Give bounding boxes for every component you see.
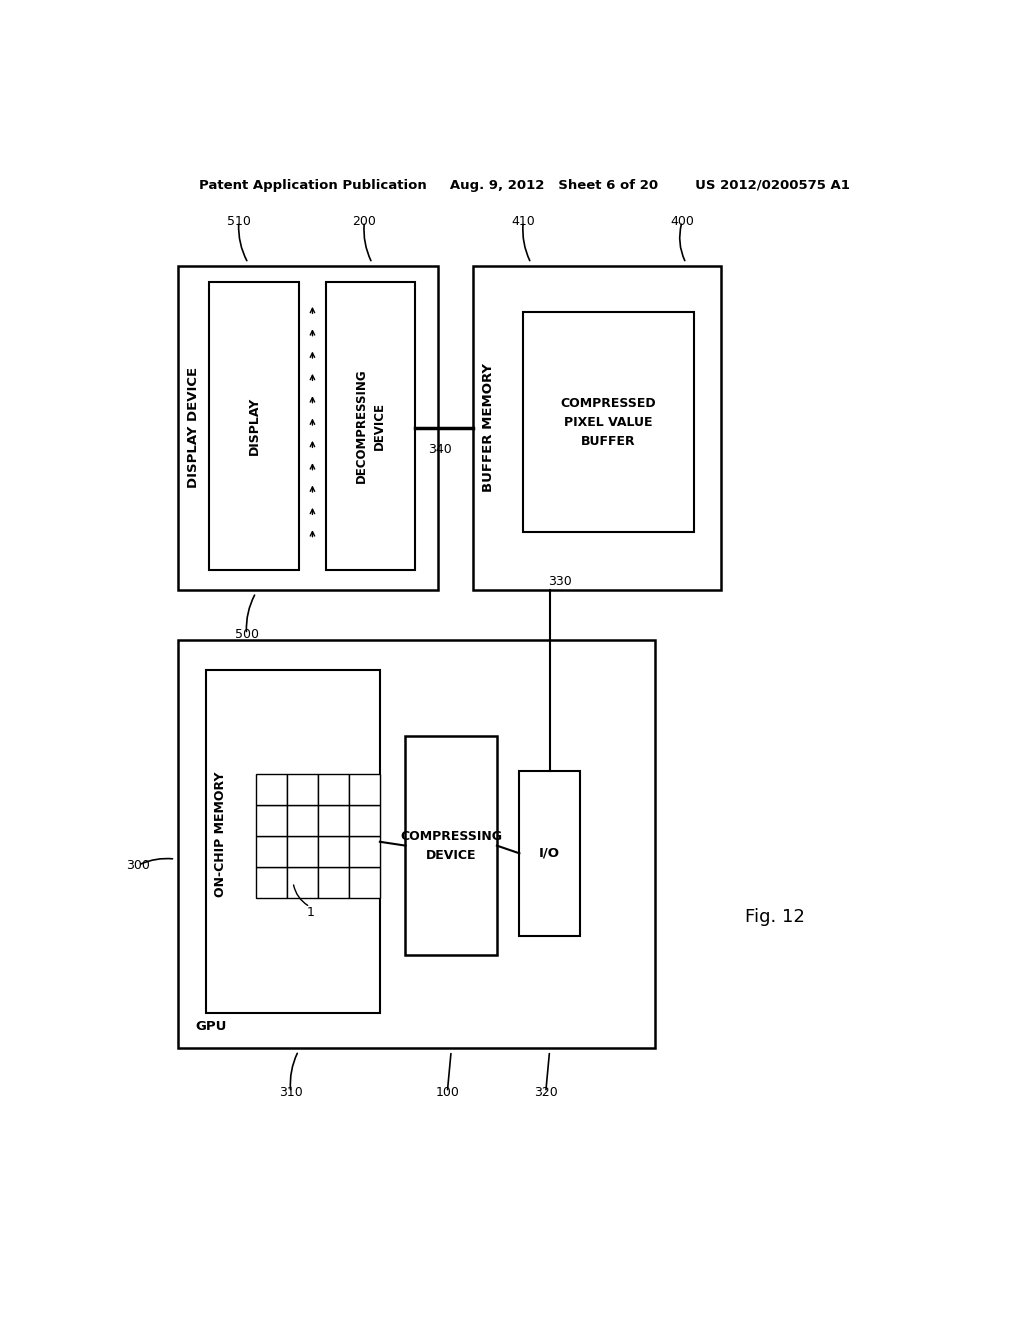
Bar [349, 775, 380, 805]
Bar [349, 805, 380, 836]
Bar [206, 671, 380, 1014]
Bar [178, 267, 438, 590]
Text: DISPLAY DEVICE: DISPLAY DEVICE [187, 367, 201, 488]
Bar [287, 836, 317, 867]
Bar [349, 836, 380, 867]
Text: 100: 100 [435, 1086, 459, 1100]
Text: 340: 340 [428, 444, 452, 455]
Bar [287, 805, 317, 836]
Text: 310: 310 [279, 1086, 303, 1100]
Text: 320: 320 [534, 1086, 558, 1100]
Bar [523, 313, 693, 532]
Text: 200: 200 [352, 215, 376, 228]
Bar [256, 867, 287, 898]
Text: 400: 400 [670, 215, 694, 228]
Text: 510: 510 [227, 215, 251, 228]
Bar [287, 775, 317, 805]
Text: Fig. 12: Fig. 12 [745, 908, 805, 925]
Bar [473, 267, 721, 590]
Text: DECOMPRESSING
DEVICE: DECOMPRESSING DEVICE [354, 368, 386, 483]
Text: I/O: I/O [539, 847, 560, 859]
Text: 300: 300 [126, 859, 150, 871]
Text: Patent Application Publication     Aug. 9, 2012   Sheet 6 of 20        US 2012/0: Patent Application Publication Aug. 9, 2… [200, 178, 850, 191]
Text: DISPLAY: DISPLAY [248, 397, 260, 455]
Text: GPU: GPU [196, 1019, 226, 1032]
Bar [256, 836, 287, 867]
Bar [349, 867, 380, 898]
Text: 500: 500 [234, 628, 259, 640]
Bar [317, 805, 349, 836]
Text: BUFFER MEMORY: BUFFER MEMORY [482, 363, 495, 492]
Bar [317, 836, 349, 867]
Text: COMPRESSED
PIXEL VALUE
BUFFER: COMPRESSED PIXEL VALUE BUFFER [561, 396, 656, 447]
Bar [406, 737, 497, 956]
Text: 1: 1 [306, 907, 314, 920]
Text: 330: 330 [549, 576, 572, 589]
Bar [326, 281, 415, 570]
Bar [317, 867, 349, 898]
Bar [209, 281, 299, 570]
Bar [256, 805, 287, 836]
Bar [317, 775, 349, 805]
Bar [256, 775, 287, 805]
Bar [287, 867, 317, 898]
Bar [178, 640, 655, 1048]
Text: COMPRESSING
DEVICE: COMPRESSING DEVICE [400, 830, 502, 862]
Bar [519, 771, 580, 936]
Text: 410: 410 [511, 215, 536, 228]
Text: ON-CHIP MEMORY: ON-CHIP MEMORY [214, 771, 227, 896]
